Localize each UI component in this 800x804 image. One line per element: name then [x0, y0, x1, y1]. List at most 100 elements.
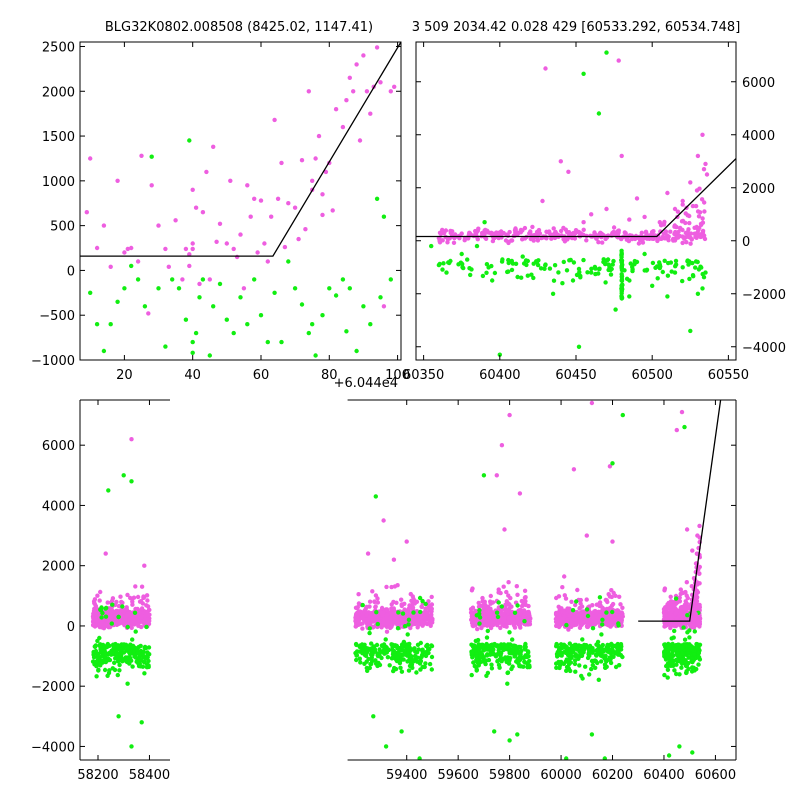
full-green-point — [477, 615, 483, 620]
full-magenta-point — [130, 602, 135, 607]
full-magenta-point — [571, 467, 577, 472]
full-green-point — [130, 637, 135, 642]
full-magenta-point — [578, 601, 583, 606]
full-green-point — [513, 645, 518, 651]
zoom-magenta-point — [94, 245, 100, 251]
full-green-point — [127, 650, 132, 655]
full-green-point — [98, 607, 103, 612]
season-magenta-point — [437, 240, 443, 245]
season-green-point — [490, 278, 495, 283]
full-green-point — [613, 643, 619, 648]
season-magenta-point — [680, 240, 685, 246]
full-magenta-point — [375, 600, 381, 605]
full-green-point — [411, 610, 416, 615]
zoom-x-tick-label: 60 — [253, 368, 270, 383]
full-green-point — [496, 662, 502, 668]
zoom-x-tick-label: 40 — [184, 368, 201, 383]
full-magenta-point — [411, 617, 417, 622]
full-magenta-point — [597, 603, 602, 609]
season-magenta-point — [651, 236, 656, 241]
full-magenta-point — [137, 599, 143, 604]
full-magenta-point — [590, 603, 595, 608]
full-green-point — [402, 652, 408, 657]
full-green-point — [492, 729, 497, 734]
full-magenta-point — [589, 400, 595, 406]
full-green-point — [600, 653, 605, 659]
full-green-point — [505, 681, 510, 686]
full-green-point — [402, 624, 408, 629]
full-green-point — [354, 649, 360, 654]
full-magenta-point — [141, 620, 146, 625]
full-green-point — [387, 663, 392, 668]
full-green-point — [138, 657, 144, 663]
season-green-point — [642, 251, 647, 257]
season-magenta-point — [688, 180, 693, 185]
full-green-point — [385, 655, 391, 660]
full-green-point — [128, 642, 133, 647]
full-magenta-point — [420, 623, 425, 628]
season-green-point — [672, 270, 678, 275]
full-magenta-point — [93, 612, 98, 617]
season-green-point — [529, 272, 534, 277]
season-magenta-point — [637, 237, 643, 243]
full-magenta-point — [355, 614, 360, 619]
full-green-point — [589, 732, 595, 737]
full-magenta-point — [379, 605, 385, 611]
season-green-point — [509, 267, 515, 273]
full-magenta-point — [506, 593, 511, 598]
full-magenta-point — [496, 590, 501, 595]
season-green-point — [474, 243, 480, 249]
full-green-point — [675, 642, 681, 647]
season-magenta-point — [536, 227, 542, 233]
full-green-point — [671, 635, 676, 640]
full-y-tick-label: 4000 — [42, 499, 75, 514]
full-green-point — [362, 652, 368, 658]
full-magenta-point — [584, 624, 590, 629]
full-green-point — [144, 624, 149, 630]
zoom-magenta-point — [378, 80, 383, 85]
full-magenta-point — [560, 585, 565, 590]
full-magenta-point — [353, 624, 358, 629]
zoom-magenta-point — [272, 117, 277, 123]
full-magenta-point — [91, 616, 96, 621]
full-magenta-point — [579, 615, 585, 621]
full-green-point — [596, 677, 601, 682]
zoom-green-point — [310, 322, 315, 327]
full-green-point — [360, 602, 365, 608]
full-green-point — [97, 635, 102, 641]
full-magenta-point — [697, 581, 702, 586]
full-green-point — [685, 630, 690, 635]
full-magenta-point — [373, 593, 379, 598]
zoom-magenta-point — [241, 286, 247, 291]
full-green-point — [377, 651, 382, 656]
full-green-point — [146, 663, 151, 668]
full-magenta-point — [129, 437, 134, 442]
zoom-magenta-point — [190, 187, 195, 192]
full-magenta-point — [122, 607, 128, 613]
full-green-point — [106, 656, 111, 661]
full-green-point — [399, 729, 404, 734]
full-green-point — [690, 665, 695, 670]
full-magenta-point — [389, 611, 394, 616]
season-green-point — [673, 262, 679, 267]
full-green-point — [526, 650, 531, 655]
season-magenta-point — [626, 238, 632, 244]
full-green-point — [375, 621, 380, 627]
full-magenta-point — [695, 590, 701, 595]
full-magenta-point — [520, 599, 525, 604]
full-magenta-point — [525, 614, 530, 619]
full-magenta-point — [356, 617, 362, 622]
full-magenta-point — [98, 589, 103, 595]
full-magenta-point — [501, 616, 507, 621]
full-magenta-point — [661, 610, 667, 615]
full-green-point — [666, 753, 672, 758]
full-magenta-point — [360, 626, 365, 631]
full-green-point — [486, 657, 492, 663]
season-green-point — [513, 261, 519, 266]
full-green-point — [602, 756, 607, 760]
full-green-point — [557, 649, 562, 654]
zoom-y-tick-label: 500 — [50, 220, 75, 235]
season-magenta-point — [696, 227, 701, 233]
season-magenta-point — [695, 209, 701, 214]
zoom-magenta-point — [88, 156, 93, 161]
